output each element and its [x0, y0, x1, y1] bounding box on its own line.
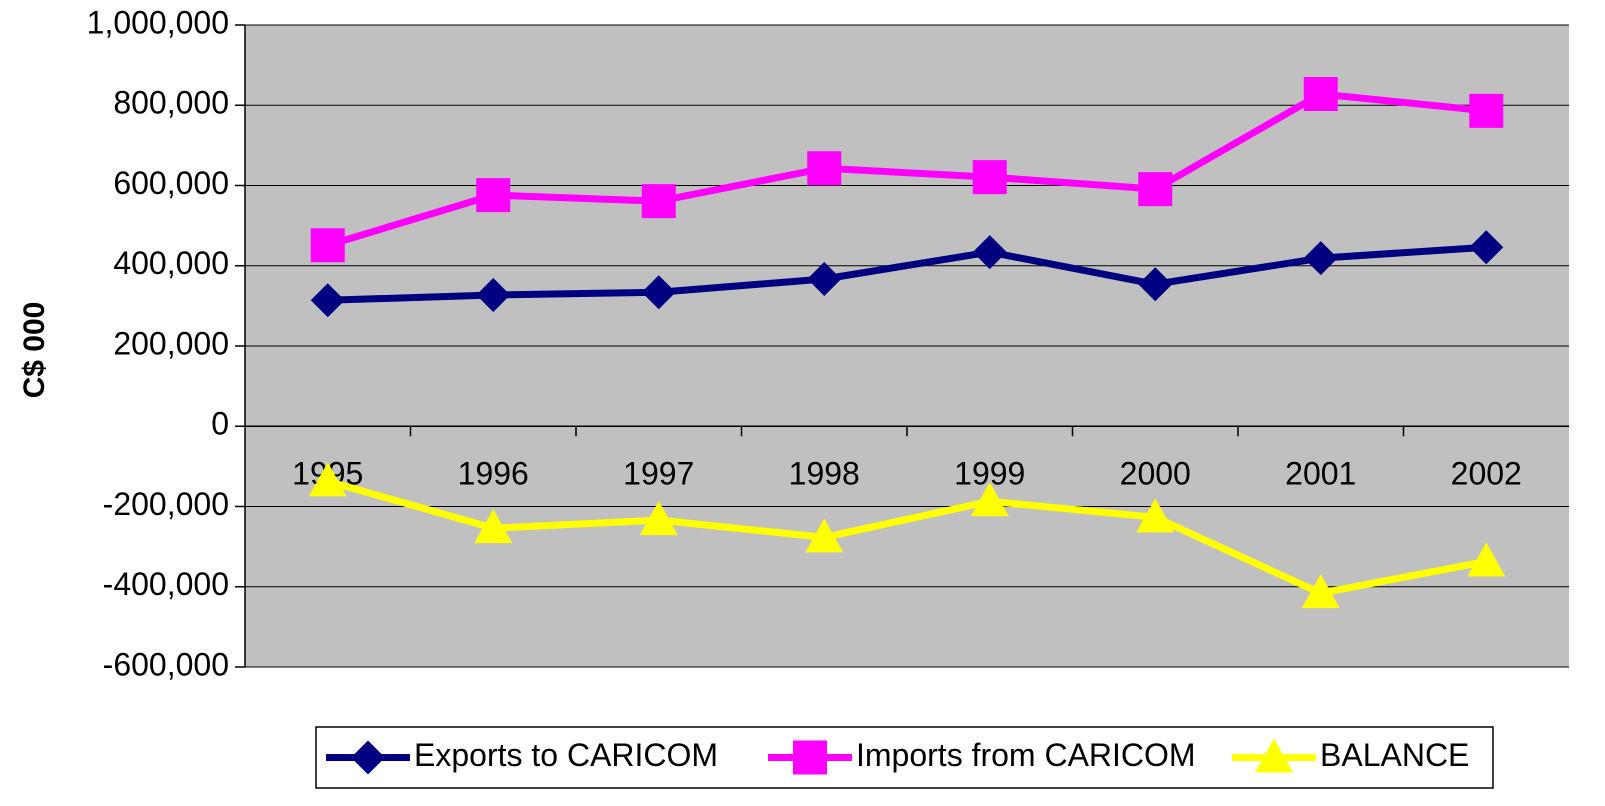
x-tick-label: 2002 [1451, 456, 1522, 492]
y-tick-label: -600,000 [103, 646, 229, 682]
data-point [639, 501, 678, 536]
data-point [1469, 230, 1504, 265]
data-point [807, 151, 842, 186]
y-tick-label: 1,000,000 [87, 4, 229, 40]
series-line [327, 243, 1487, 304]
legend-marker [351, 740, 385, 775]
data-point [308, 462, 347, 497]
data-point [1301, 574, 1340, 609]
data-point [1469, 93, 1504, 128]
data-point [1303, 241, 1338, 276]
x-tick-label: 1996 [458, 456, 529, 492]
data-point [1138, 172, 1173, 207]
data-point [474, 509, 513, 544]
x-tick-label: 1997 [623, 456, 694, 492]
y-tick-label: 800,000 [113, 85, 229, 121]
data-point [1136, 498, 1175, 533]
data-point [476, 178, 511, 213]
data-point [972, 160, 1007, 195]
y-tick-label: 200,000 [113, 325, 229, 361]
data-point [972, 235, 1007, 270]
data-point [310, 228, 345, 263]
x-tick-label: 1998 [789, 456, 860, 492]
data-point [641, 275, 676, 310]
data-point [1467, 542, 1506, 577]
legend-label: Imports from CARICOM [856, 737, 1196, 773]
legend-label: BALANCE [1320, 737, 1469, 773]
data-point [641, 184, 676, 219]
x-tick-label: 2001 [1285, 456, 1356, 492]
y-axis-label: C$ 000 [18, 302, 51, 399]
data-point [310, 283, 345, 318]
series-line [326, 90, 1487, 249]
data-point [805, 518, 844, 553]
series-line [326, 477, 1487, 597]
legend-marker [1255, 738, 1293, 773]
data-point [476, 278, 511, 313]
data-point [807, 261, 842, 296]
x-tick-label: 2000 [1120, 456, 1191, 492]
y-tick-label: 600,000 [113, 165, 229, 201]
y-tick-label: -400,000 [103, 566, 229, 602]
data-point [1303, 77, 1338, 112]
y-tick-label: -200,000 [103, 486, 229, 522]
legend-marker [793, 740, 827, 775]
data-point [1138, 267, 1173, 302]
y-tick-label: 400,000 [113, 245, 229, 281]
legend-label: Exports to CARICOM [414, 737, 718, 773]
y-tick-label: 0 [211, 406, 229, 442]
data-point [970, 482, 1009, 517]
